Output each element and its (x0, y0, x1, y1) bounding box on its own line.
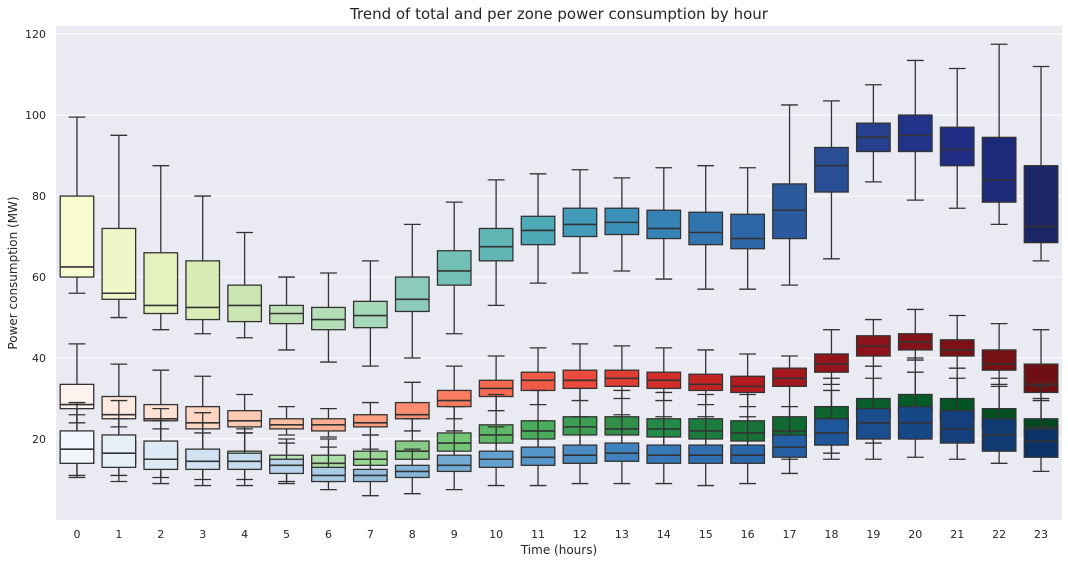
boxes-layer (59, 43, 1059, 497)
plot-area (56, 26, 1062, 520)
box-iqr (604, 442, 640, 462)
box-iqr (394, 276, 430, 313)
y-tick-label: 80 (32, 190, 46, 203)
box-iqr (939, 410, 975, 444)
box-iqr (269, 458, 304, 475)
x-tick-label: 16 (741, 528, 755, 541)
box-iqr (311, 306, 346, 331)
box-iqr (688, 444, 724, 464)
x-tick-label: 22 (992, 528, 1006, 541)
x-tick-label: 21 (950, 528, 964, 541)
box-iqr (981, 349, 1017, 371)
box-iqr (730, 375, 766, 394)
chart-title: Trend of total and per zone power consum… (349, 5, 769, 23)
x-tick-label: 0 (73, 528, 80, 541)
y-tick-label: 40 (32, 352, 46, 365)
box-iqr (520, 446, 556, 466)
box-iqr (1023, 165, 1059, 244)
box-series-0 (59, 43, 1059, 367)
box-iqr (814, 146, 849, 193)
x-tick-label: 19 (866, 528, 880, 541)
box-iqr (143, 252, 179, 315)
box-iqr (688, 211, 724, 246)
box-iqr (436, 389, 472, 408)
x-tick-label: 23 (1034, 528, 1048, 541)
box-iqr (772, 434, 807, 458)
x-tick-label: 6 (325, 528, 332, 541)
box-series-3 (59, 371, 1059, 497)
x-tick-label: 2 (157, 528, 164, 541)
x-tick-label: 7 (367, 528, 374, 541)
box-iqr (101, 227, 137, 300)
box-iqr (352, 414, 388, 428)
y-axis-label: Power consumption (MW) (6, 196, 20, 349)
box-iqr (604, 207, 640, 236)
box-iqr (562, 207, 598, 238)
x-tick-labels: 0 1 2 3 4 5 6 7 8 9 10 11 12 13 14 15 16 17 18 19 20 21 22 23 (73, 528, 1048, 541)
x-tick-label: 14 (657, 528, 671, 541)
box-iqr (1023, 428, 1059, 458)
box-iqr (394, 401, 430, 420)
box-iqr (227, 410, 263, 428)
x-tick-label: 15 (699, 528, 713, 541)
box-iqr (730, 213, 766, 250)
box-iqr (981, 136, 1017, 203)
x-tick-label: 18 (824, 528, 838, 541)
box-iqr (478, 227, 514, 262)
x-tick-label: 8 (409, 528, 416, 541)
box-iqr (143, 440, 179, 471)
y-tick-label: 120 (25, 28, 46, 41)
x-axis-label: Time (hours) (520, 543, 597, 557)
box-iqr (646, 444, 682, 464)
box-iqr (939, 339, 975, 357)
box-iqr (269, 418, 304, 430)
box-iqr (562, 369, 598, 390)
box-iqr (185, 448, 221, 471)
box-iqr (227, 284, 263, 323)
box-iqr (814, 353, 849, 373)
y-tick-label: 60 (32, 271, 46, 284)
x-tick-label: 13 (615, 528, 629, 541)
box-iqr (730, 444, 766, 464)
box-iqr (897, 114, 933, 153)
x-tick-label: 12 (573, 528, 587, 541)
box-iqr (185, 260, 221, 321)
box-iqr (311, 466, 346, 483)
x-tick-label: 11 (531, 528, 545, 541)
x-tick-label: 17 (783, 528, 797, 541)
box-iqr (646, 209, 682, 240)
box-iqr (269, 304, 304, 325)
x-tick-label: 20 (908, 528, 922, 541)
grid-lines (56, 33, 1062, 440)
box-iqr (436, 454, 472, 473)
box-iqr (772, 367, 807, 388)
y-tick-labels: 20 40 60 80 100 120 (25, 28, 46, 446)
x-tick-label: 3 (199, 528, 206, 541)
x-tick-label: 9 (451, 528, 458, 541)
box-iqr (772, 183, 807, 240)
box-iqr (562, 444, 598, 464)
box-iqr (59, 195, 95, 278)
box-iqr (939, 126, 975, 167)
x-tick-label: 10 (489, 528, 503, 541)
y-tick-label: 100 (25, 109, 46, 122)
box-iqr (436, 250, 472, 286)
box-iqr (352, 300, 388, 329)
box-iqr (855, 407, 891, 440)
x-tick-label: 4 (241, 528, 248, 541)
box-iqr (688, 373, 724, 392)
box-iqr (101, 434, 137, 469)
box-iqr (59, 430, 95, 464)
x-tick-label: 1 (115, 528, 122, 541)
box-iqr (520, 371, 556, 392)
y-tick-label: 20 (32, 433, 46, 446)
box-iqr (814, 418, 849, 446)
x-tick-label: 5 (283, 528, 290, 541)
